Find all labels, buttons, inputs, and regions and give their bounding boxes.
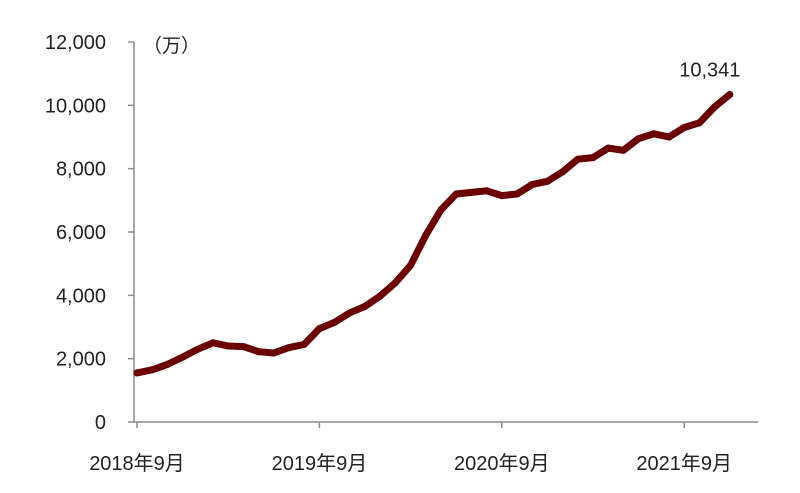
data-point (300, 340, 308, 348)
y-tick-label: 12,000 (45, 32, 106, 54)
y-tick-label: 6,000 (56, 222, 106, 244)
data-point (163, 360, 171, 368)
data-point (285, 344, 293, 352)
data-point (376, 292, 384, 300)
data-point (407, 261, 415, 269)
data-point (711, 103, 719, 111)
data-point (665, 133, 673, 141)
data-point (483, 187, 491, 195)
data-point (574, 155, 582, 163)
end-value-label: 10,341 (679, 60, 740, 82)
y-unit-label: （万） (143, 35, 200, 57)
data-point (422, 231, 430, 239)
data-point (255, 348, 263, 356)
data-point (635, 135, 643, 143)
y-tick-label: 10,000 (45, 95, 106, 117)
data-point (559, 168, 567, 176)
y-tick-label: 2,000 (56, 349, 106, 371)
data-point (650, 130, 658, 138)
data-point (543, 177, 551, 185)
data-point (513, 190, 521, 198)
data-point (589, 154, 597, 162)
data-point (346, 309, 354, 317)
data-point (148, 366, 156, 374)
x-tick-label: 2020年9月 (454, 452, 550, 475)
data-point (315, 325, 323, 333)
data-point (179, 353, 187, 361)
data-point (209, 339, 217, 347)
data-point (467, 188, 475, 196)
y-tick-label: 8,000 (56, 159, 106, 181)
data-point (224, 342, 232, 350)
y-tick-label: 0 (95, 412, 106, 434)
data-point (619, 146, 627, 154)
data-point (695, 119, 703, 127)
data-point (194, 345, 202, 353)
x-tick-label: 2021年9月 (636, 452, 732, 475)
data-point (498, 192, 506, 200)
data-point (361, 302, 369, 310)
series-points (133, 91, 734, 377)
data-point (528, 181, 536, 188)
y-tick-label: 4,000 (56, 285, 106, 307)
data-point (331, 318, 339, 326)
data-point (391, 279, 399, 287)
x-tick-label: 2019年9月 (272, 452, 368, 475)
x-tick-label: 2018年9月 (89, 452, 185, 475)
data-point (437, 206, 445, 214)
y-axis-ticks: 0 2,000 4,000 6,000 8,000 10,000 12,000 (45, 32, 134, 434)
data-point (239, 343, 247, 351)
data-point (604, 144, 612, 152)
data-point (726, 91, 734, 98)
data-point (133, 369, 141, 377)
data-point (452, 190, 460, 198)
data-point (270, 349, 278, 357)
series-line (133, 91, 734, 377)
x-axis-ticks: 2018年9月 2019年9月 2020年9月 2021年9月 (89, 422, 732, 475)
data-point (680, 124, 688, 131)
